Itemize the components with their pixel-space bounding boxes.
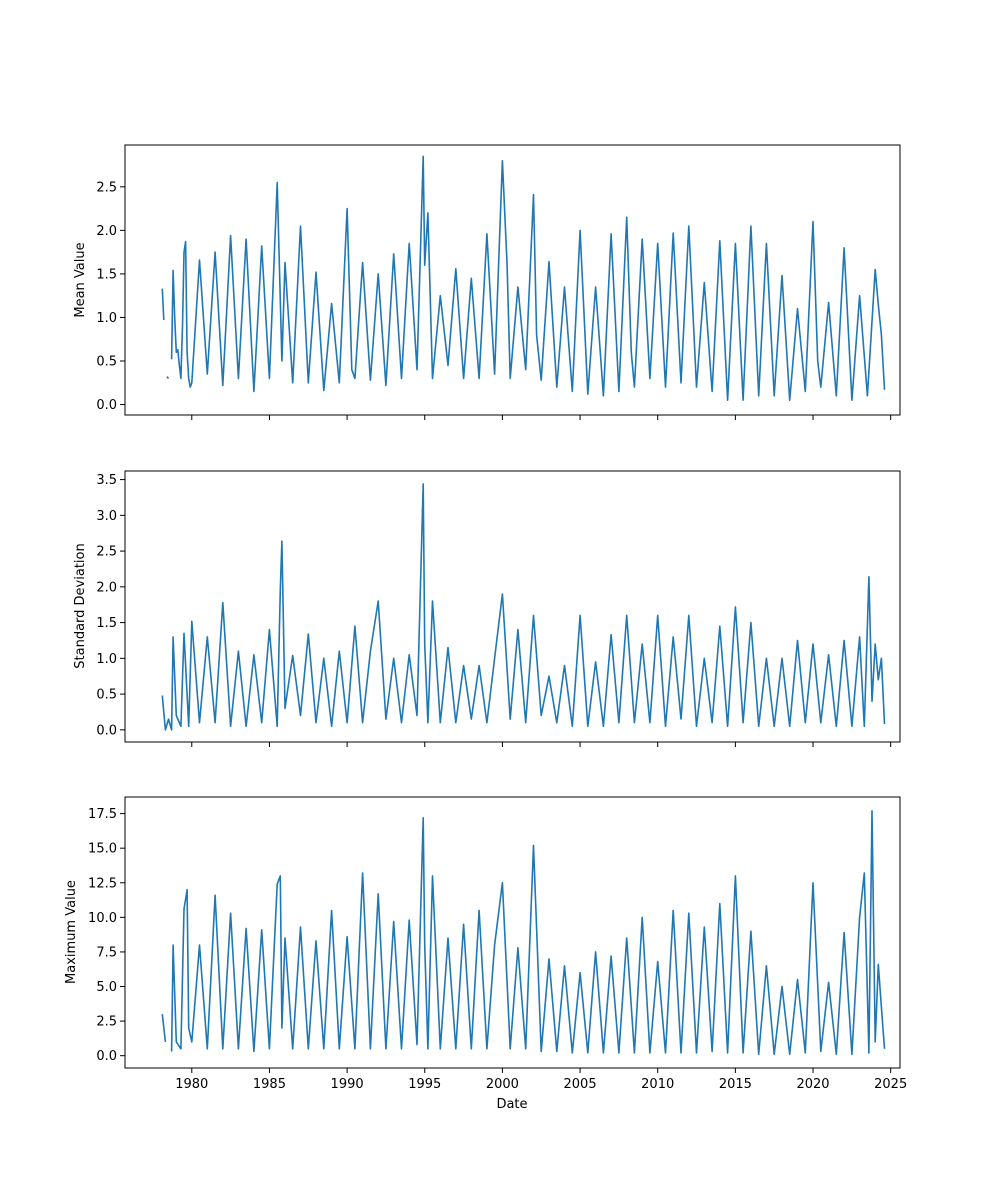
- standard-deviation-x-axis: [191, 742, 892, 747]
- maximum-value-x-tick-label: 1990: [331, 1077, 364, 1092]
- mean-value-y-tick-label: 1.5: [96, 267, 117, 282]
- standard-deviation-axes-frame: [124, 470, 901, 743]
- mean-value-panel: 0.0 0.5 1.0 1.5 2.0 2.5 Mean Value: [73, 144, 901, 420]
- maximum-value-y-tick-label: 2.5: [96, 1015, 117, 1030]
- maximum-value-y-tick-label: 10.0: [88, 911, 117, 926]
- maximum-value-y-axis-label: Maximum Value: [64, 880, 79, 984]
- maximum-value-x-tick-label: 1985: [253, 1077, 286, 1092]
- standard-deviation-y-axis: 0.0 0.5 1.0 1.5 2.0 2.5 3.0 3.5: [96, 473, 125, 738]
- mean-value-axes-frame: [124, 144, 901, 416]
- standard-deviation-y-tick-label: 2.0: [96, 580, 117, 595]
- mean-value-y-axis-label: Mean Value: [73, 242, 88, 317]
- maximum-value-x-tick-label: 2005: [564, 1077, 597, 1092]
- standard-deviation-y-tick-label: 2.5: [96, 545, 117, 560]
- standard-deviation-y-axis-label: Standard Deviation: [73, 543, 88, 668]
- maximum-value-x-tick-label: 2000: [486, 1077, 519, 1092]
- mean-value-y-axis: 0.0 0.5 1.0 1.5 2.0 2.5: [96, 180, 125, 413]
- maximum-value-panel: 0.0 2.5 5.0 7.5 10.0 12.5 15.0 17.5 1980 1985 199…: [64, 796, 907, 1112]
- maximum-value-y-tick-label: 12.5: [88, 876, 117, 891]
- standard-deviation-y-tick-label: 3.5: [96, 473, 117, 488]
- maximum-value-x-tick-label: 2015: [719, 1077, 752, 1092]
- maximum-value-plot-area: [161, 810, 886, 1056]
- standard-deviation-y-tick-label: 0.0: [96, 723, 117, 738]
- standard-deviation-y-tick-label: 0.5: [96, 688, 117, 703]
- maximum-value-y-tick-label: 5.0: [96, 980, 117, 995]
- standard-deviation-y-tick-label: 1.0: [96, 652, 117, 667]
- maximum-value-x-tick-label: 2020: [796, 1077, 829, 1092]
- standard-deviation-y-tick-label: 3.0: [96, 509, 117, 524]
- maximum-value-x-axis: 1980 1985 1990 1995 2000 2005 2010 2015 2020 2025: [175, 1068, 907, 1092]
- maximum-value-x-tick-label: 1980: [175, 1077, 208, 1092]
- mean-value-x-axis: [191, 415, 892, 420]
- mean-value-y-tick-label: 1.0: [96, 311, 117, 326]
- maximum-value-y-tick-label: 0.0: [96, 1049, 117, 1064]
- standard-deviation-plot-area: [161, 483, 886, 731]
- maximum-value-x-tick-label: 2010: [641, 1077, 674, 1092]
- mean-value-y-tick-label: 2.5: [96, 180, 117, 195]
- maximum-value-series-line: [161, 810, 886, 1056]
- mean-value-y-tick-label: 0.5: [96, 355, 117, 370]
- maximum-value-x-tick-label: 1995: [408, 1077, 441, 1092]
- maximum-value-axes-frame: [124, 796, 901, 1069]
- standard-deviation-series-line: [161, 483, 886, 731]
- mean-value-y-tick-label: 0.0: [96, 398, 117, 413]
- mean-value-plot-area: [161, 155, 886, 401]
- mean-value-series-line: [161, 155, 886, 401]
- maximum-value-y-tick-label: 15.0: [88, 842, 117, 857]
- maximum-value-y-tick-label: 7.5: [96, 945, 117, 960]
- maximum-value-y-tick-label: 17.5: [88, 807, 117, 822]
- maximum-value-x-tick-label: 2025: [874, 1077, 907, 1092]
- standard-deviation-panel: 0.0 0.5 1.0 1.5 2.0 2.5 3.0 3.5 Standard Deviat…: [73, 470, 901, 747]
- maximum-value-y-axis: 0.0 2.5 5.0 7.5 10.0 12.5 15.0 17.5: [88, 807, 125, 1064]
- mean-value-y-tick-label: 2.0: [96, 224, 117, 239]
- date-x-axis-label: Date: [496, 1097, 527, 1112]
- standard-deviation-y-tick-label: 1.5: [96, 616, 117, 631]
